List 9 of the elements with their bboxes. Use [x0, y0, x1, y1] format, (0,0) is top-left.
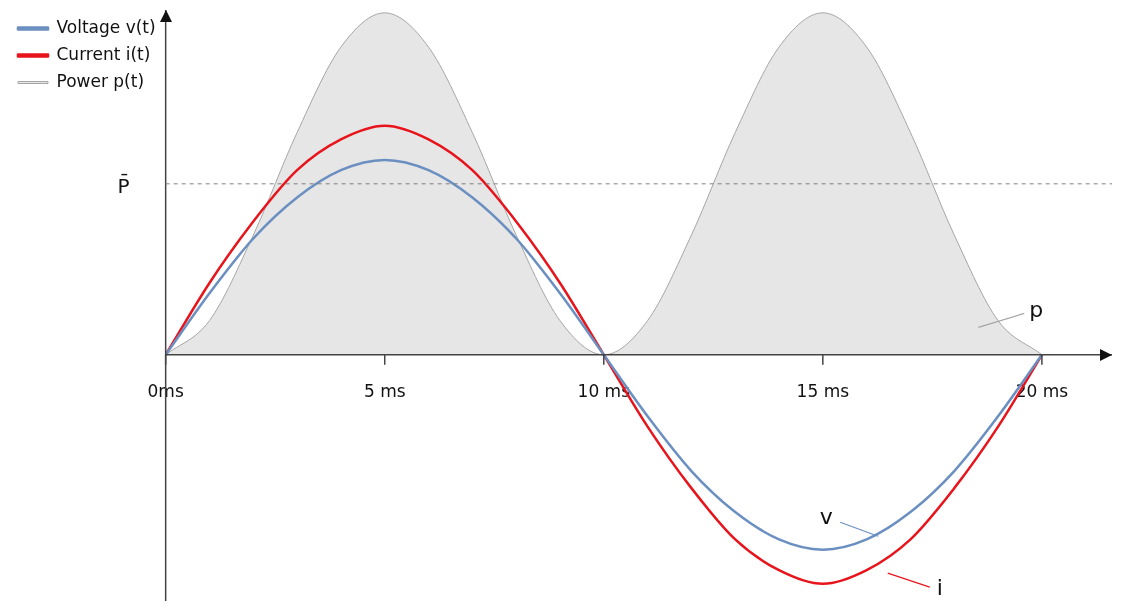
annotation: p — [1029, 297, 1044, 323]
legend-label: Power p(t) — [56, 70, 145, 91]
ref-line-label: P̄ — [117, 173, 130, 199]
x-tick-label: 5 ms — [363, 381, 406, 402]
legend-label: Voltage v(t) — [56, 16, 156, 37]
annotation: v — [819, 503, 833, 529]
annotation: i — [936, 574, 943, 600]
legend-label: Current i(t) — [56, 43, 151, 64]
x-tick-label: 15 ms — [796, 381, 850, 402]
